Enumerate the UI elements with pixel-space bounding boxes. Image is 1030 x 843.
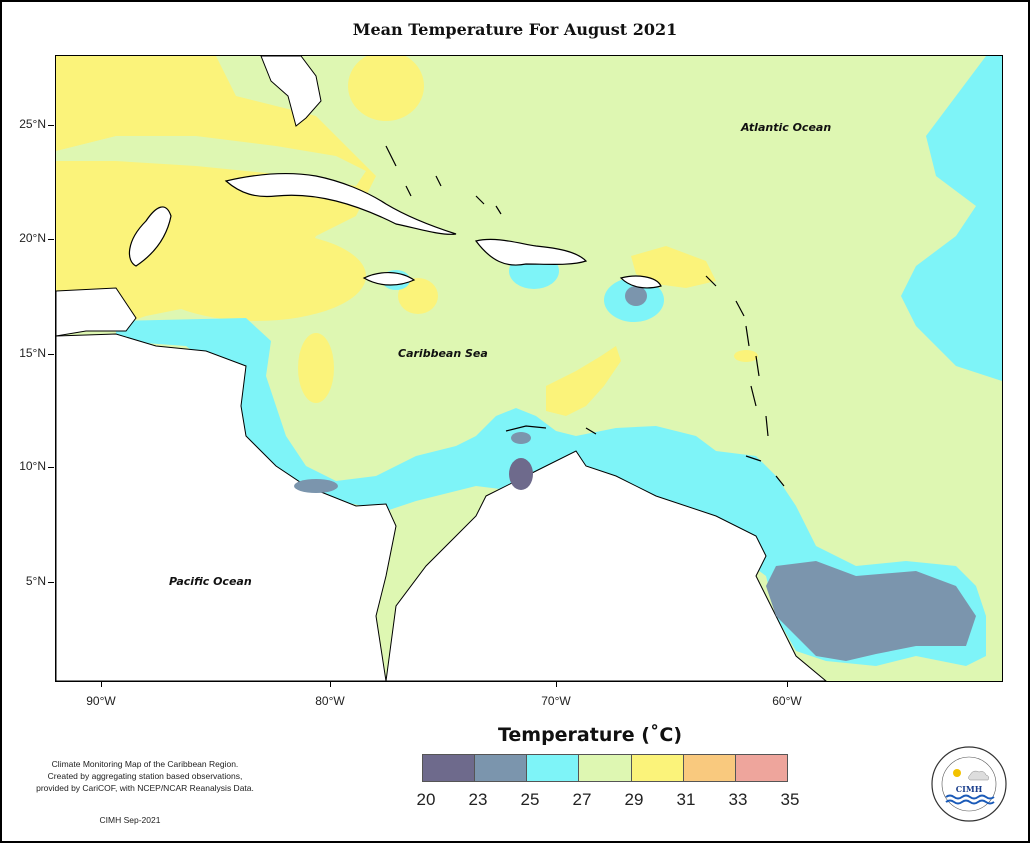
wave-icon	[945, 794, 995, 800]
legend-swatch-20-23	[423, 755, 476, 781]
credit-line-2: Created by aggregating station based obs…	[47, 771, 243, 781]
lon-tick-80w: 80°W	[300, 681, 360, 708]
legend-swatch-23-25	[475, 755, 528, 781]
lat-tick-5n: 5°N	[2, 574, 54, 588]
credit-line-1: Climate Monitoring Map of the Caribbean …	[51, 759, 239, 769]
credit-text: Climate Monitoring Map of the Caribbean …	[20, 758, 270, 794]
land-white	[56, 56, 827, 681]
pacific-ocean-label: Pacific Ocean	[169, 575, 252, 588]
field-23-25	[294, 286, 976, 661]
legend-swatch-33-35	[735, 755, 787, 781]
legend-swatch-25-27	[527, 755, 580, 781]
field-20-23	[509, 458, 533, 490]
legend-colorbar	[422, 754, 788, 782]
lon-tick-70w: 70°W	[526, 681, 586, 708]
lon-tick-60w: 60°W	[757, 681, 817, 708]
lat-tick-10n: 10°N	[2, 459, 54, 473]
legend-break-27: 27	[572, 790, 592, 809]
legend-swatch-29-31	[631, 755, 684, 781]
legend-break-23: 23	[468, 790, 488, 809]
cloud-icon	[968, 770, 989, 781]
credit-date: CIMH Sep-2021	[99, 815, 161, 825]
credit-line-3: provided by CariCOF, with NCEP/NCAR Rean…	[36, 783, 254, 793]
legend-swatch-27-29	[579, 755, 632, 781]
legend-break-33: 33	[728, 790, 748, 809]
lat-tick-15n: 15°N	[2, 346, 54, 360]
map-title: Mean Temperature For August 2021	[352, 20, 678, 39]
legend-swatch-31-33	[683, 755, 736, 781]
legend-break-20: 20	[416, 790, 436, 809]
legend-break-31: 31	[676, 790, 696, 809]
legend-break-35: 35	[780, 790, 800, 809]
legend-break-25: 25	[520, 790, 540, 809]
coastlines	[128, 145, 785, 487]
sun-icon	[953, 769, 961, 777]
legend-title: Temperature (˚C)	[497, 724, 683, 746]
legend-break-29: 29	[624, 790, 644, 809]
temperature-map: Atlantic Ocean Caribbean Sea Pacific Oce…	[55, 55, 1003, 682]
caribbean-sea-label: Caribbean Sea	[398, 347, 488, 360]
map-canvas	[56, 56, 1002, 681]
atlantic-ocean-label: Atlantic Ocean	[741, 121, 832, 134]
lon-tick-90w: 90°W	[71, 681, 131, 708]
cimh-logo: CIMH	[931, 746, 1007, 822]
lat-tick-20n: 20°N	[2, 231, 54, 245]
logo-text: CIMH	[956, 784, 983, 794]
lat-tick-25n: 25°N	[2, 117, 54, 131]
